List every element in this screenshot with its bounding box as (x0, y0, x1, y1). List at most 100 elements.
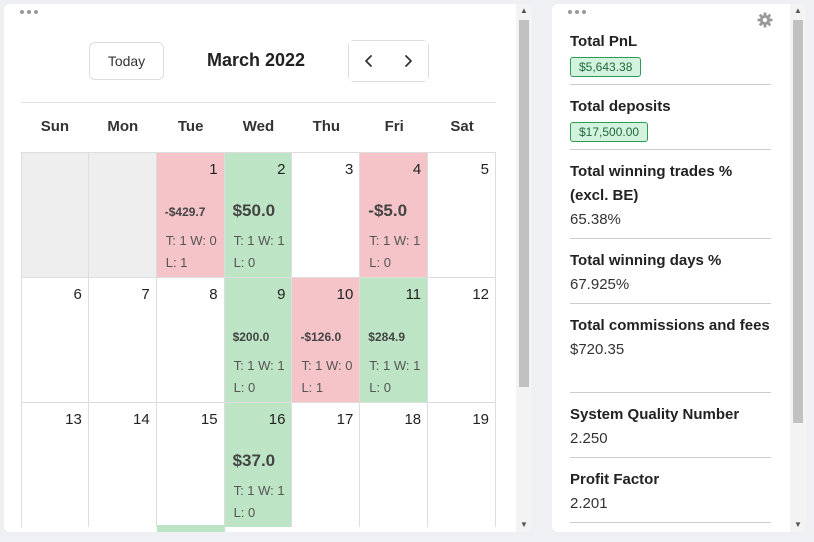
day-cell-18[interactable]: 18 (360, 403, 429, 527)
day-number: 17 (336, 411, 354, 428)
scroll-up-arrow-icon[interactable]: ▲ (520, 6, 528, 15)
gear-icon[interactable] (757, 12, 773, 28)
stats-panel: Total PnL $5,643.38 Total deposits $17,5… (552, 4, 806, 532)
stat-label: Total deposits (570, 98, 671, 115)
day-number: 1 (209, 161, 218, 178)
day-trade-summary: T: 1 W: 1 L: 0 (233, 358, 285, 395)
day-number: 12 (472, 286, 490, 303)
day-number: 2 (277, 161, 286, 178)
day-cell-2[interactable]: 2 $50.0 T: 1 W: 1 L: 0 (224, 153, 293, 277)
day-cell-14[interactable]: 14 (89, 403, 157, 527)
stat-label: Total commissions and fees (570, 317, 770, 334)
weekday-sun: Sun (40, 118, 70, 135)
day-number: 19 (472, 411, 490, 428)
stat-value: 2.250 (570, 430, 608, 447)
day-number: 8 (209, 286, 218, 303)
scrollbar-thumb[interactable] (519, 20, 529, 387)
day-pnl: -$5.0 (368, 201, 408, 220)
day-number: 16 (268, 411, 286, 428)
calendar-week-row: 6 7 8 9 $200.0 T: 1 W: 1 L: 0 10 -$126.0 T: 1 W:… (21, 277, 497, 402)
day-pnl: -$126.0 (300, 330, 342, 344)
day-cell-17[interactable]: 17 (292, 403, 361, 527)
stat-winning-days: Total winning days % 67.925% (570, 249, 771, 304)
scroll-down-arrow-icon[interactable]: ▼ (520, 520, 528, 529)
day-pnl: $50.0 (232, 201, 276, 220)
month-title: March 2022 (206, 50, 306, 70)
next-week-day-partial (157, 525, 225, 532)
day-cell-16[interactable]: 16 $37.0 T: 1 W: 1 L: 0 (224, 403, 293, 527)
day-cell-13[interactable]: 13 (21, 403, 89, 527)
day-trade-summary: T: 1 W: 1 L: 0 (233, 483, 285, 520)
day-number: 13 (65, 411, 82, 428)
scroll-down-arrow-icon[interactable]: ▼ (794, 520, 802, 529)
day-cell-5[interactable]: 5 (428, 153, 497, 277)
panel-menu-icon[interactable] (20, 10, 38, 14)
stat-profit-factor: Profit Factor 2.201 (570, 468, 771, 523)
panel-menu-icon[interactable] (568, 10, 586, 14)
day-number: 14 (133, 411, 150, 428)
day-pnl: $37.0 (232, 451, 276, 470)
day-pnl: $284.9 (368, 330, 405, 344)
day-cell-4[interactable]: 4 -$5.0 T: 1 W: 1 L: 0 (360, 153, 429, 277)
day-pnl: $200.0 (232, 330, 270, 344)
day-trade-summary: T: 1 W: 1 L: 0 (233, 233, 285, 270)
day-pnl: -$429.7 (164, 205, 206, 219)
stat-total-deposits: Total deposits $17,500.00 (570, 95, 771, 150)
weekday-tue: Tue (177, 118, 204, 135)
stat-value: 67.925% (570, 276, 630, 293)
day-cell-empty (21, 153, 89, 277)
calendar-grid: 1 -$429.7 T: 1 W: 0 L: 1 2 $50.0 T: 1 W: 1 L:… (21, 152, 497, 527)
day-cell-9[interactable]: 9 $200.0 T: 1 W: 1 L: 0 (224, 278, 293, 402)
stat-commissions: Total commissions and fees $720.35 (570, 314, 771, 393)
weekday-fri: Fri (384, 118, 404, 135)
day-cell-12[interactable]: 12 (428, 278, 497, 402)
day-cell-empty (88, 153, 157, 277)
stat-label: Total winning trades % (excl. BE) (570, 163, 733, 204)
day-number: 10 (336, 286, 354, 303)
stat-total-pnl: Total PnL $5,643.38 (570, 30, 771, 85)
next-month-button[interactable] (388, 41, 428, 81)
calendar-panel: Today March 2022 Sun Mon Tue Wed Thu Fri Sat 1… (4, 4, 532, 532)
weekday-wed: Wed (242, 118, 275, 135)
day-trade-summary: T: 1 W: 0 L: 1 (301, 358, 353, 395)
day-number: 15 (200, 411, 218, 428)
stat-sqn: System Quality Number 2.250 (570, 403, 771, 458)
day-cell-1[interactable]: 1 -$429.7 T: 1 W: 0 L: 1 (156, 153, 225, 277)
stat-value: 65.38% (570, 211, 621, 228)
day-number: 5 (480, 161, 490, 178)
day-trade-summary: T: 1 W: 1 L: 0 (369, 358, 421, 395)
day-number: 3 (344, 161, 354, 178)
day-cell-11[interactable]: 11 $284.9 T: 1 W: 1 L: 0 (360, 278, 429, 402)
day-cell-19[interactable]: 19 (428, 403, 497, 527)
day-cell-15[interactable]: 15 (157, 403, 225, 527)
day-number: 6 (73, 286, 82, 303)
calendar-week-row: 1 -$429.7 T: 1 W: 0 L: 1 2 $50.0 T: 1 W: 1 L:… (21, 152, 497, 277)
weekday-thu: Thu (312, 118, 341, 135)
prev-month-button[interactable] (349, 41, 389, 81)
stat-value: 2.201 (570, 495, 608, 512)
day-cell-3[interactable]: 3 (292, 153, 361, 277)
weekday-mon: Mon (107, 118, 139, 135)
chevron-right-icon (405, 55, 413, 67)
stat-label: Total winning days % (570, 252, 722, 269)
day-cell-7[interactable]: 7 (89, 278, 157, 402)
stat-value: $720.35 (570, 341, 625, 358)
day-number: 4 (412, 161, 422, 178)
total-pnl-badge: $5,643.38 (570, 57, 642, 77)
scrollbar-thumb[interactable] (793, 20, 803, 423)
day-number: 11 (405, 286, 422, 303)
day-number: 7 (141, 286, 150, 303)
day-cell-10[interactable]: 10 -$126.0 T: 1 W: 0 L: 1 (292, 278, 361, 402)
stats-scrollbar[interactable]: ▲ ▼ (790, 4, 806, 532)
stat-label: Profit Factor (570, 471, 660, 488)
weekday-header: Sun Mon Tue Wed Thu Fri Sat (21, 102, 496, 152)
scroll-up-arrow-icon[interactable]: ▲ (794, 6, 802, 15)
day-cell-6[interactable]: 6 (21, 278, 89, 402)
total-deposits-badge: $17,500.00 (570, 122, 649, 142)
stat-label: System Quality Number (570, 406, 740, 423)
calendar-week-row: 13 14 15 16 $37.0 T: 1 W: 1 L: 0 17 18 19 (21, 402, 497, 527)
weekday-sat: Sat (450, 118, 474, 135)
calendar-scrollbar[interactable]: ▲ ▼ (516, 4, 532, 532)
day-cell-8[interactable]: 8 (157, 278, 225, 402)
today-button[interactable]: Today (89, 42, 164, 80)
